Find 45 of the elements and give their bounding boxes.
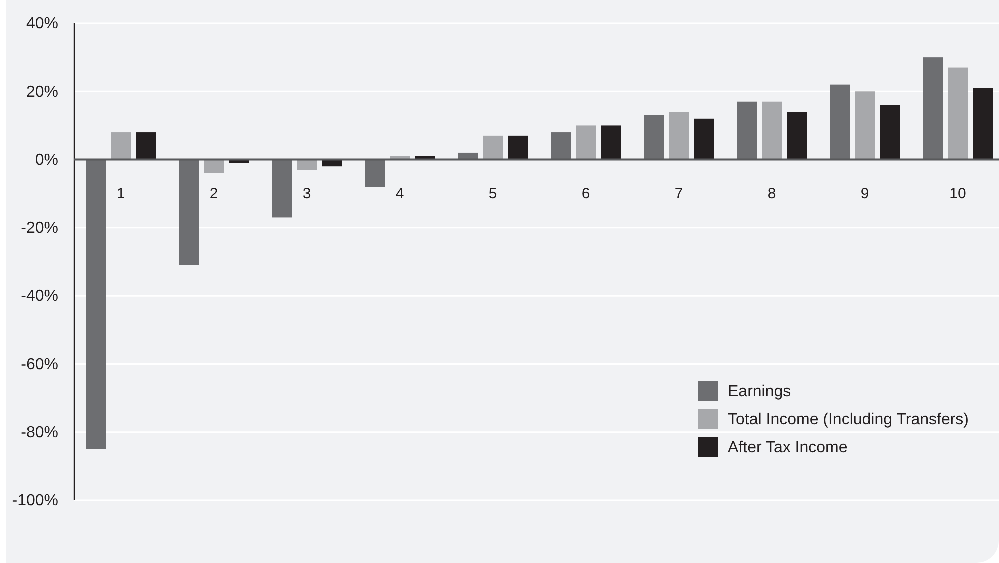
bar [365, 160, 385, 188]
x-tick-label: 1 [116, 185, 126, 202]
bar [694, 118, 714, 160]
bar [272, 160, 292, 218]
bar [973, 88, 993, 160]
bar [948, 68, 968, 160]
y-tick-label: 20% [26, 84, 58, 101]
bar [923, 58, 943, 160]
x-tick-label: 6 [582, 185, 590, 202]
bar [644, 115, 664, 160]
y-tick-label: -20% [21, 220, 58, 238]
legend-label: Earnings [728, 384, 792, 401]
bar [204, 160, 224, 174]
bar [179, 160, 199, 266]
bar [483, 136, 503, 160]
y-tick-label: -100% [12, 492, 58, 510]
bar [136, 132, 156, 160]
x-tick-label: 9 [860, 185, 870, 202]
bar [762, 102, 782, 160]
bar [508, 136, 528, 160]
y-tick-label: -80% [21, 424, 58, 442]
bar [669, 112, 689, 160]
bar [551, 132, 571, 160]
x-tick-label: 7 [674, 185, 684, 202]
y-tick-label: 0% [35, 152, 58, 169]
bar [111, 132, 131, 160]
x-tick-label: 5 [488, 185, 498, 202]
x-tick-label: 4 [396, 185, 404, 202]
y-tick-label: 40% [26, 16, 58, 33]
bar [737, 102, 757, 160]
bar [880, 105, 900, 160]
legend-label: Total Income (Including Transfers) [728, 412, 969, 429]
bar [830, 84, 850, 160]
x-tick-label: 2 [210, 185, 218, 202]
y-tick-label: -60% [21, 356, 58, 374]
bar [787, 112, 807, 160]
bar [855, 92, 875, 160]
bar [576, 126, 596, 160]
y-tick-label: -40% [21, 288, 58, 306]
x-tick-label: 8 [768, 185, 776, 202]
x-tick-label: 3 [302, 185, 312, 202]
x-tick-label: 10 [950, 185, 966, 202]
bar [86, 160, 106, 450]
legend-label: After Tax Income [728, 440, 848, 457]
bar [601, 126, 621, 160]
